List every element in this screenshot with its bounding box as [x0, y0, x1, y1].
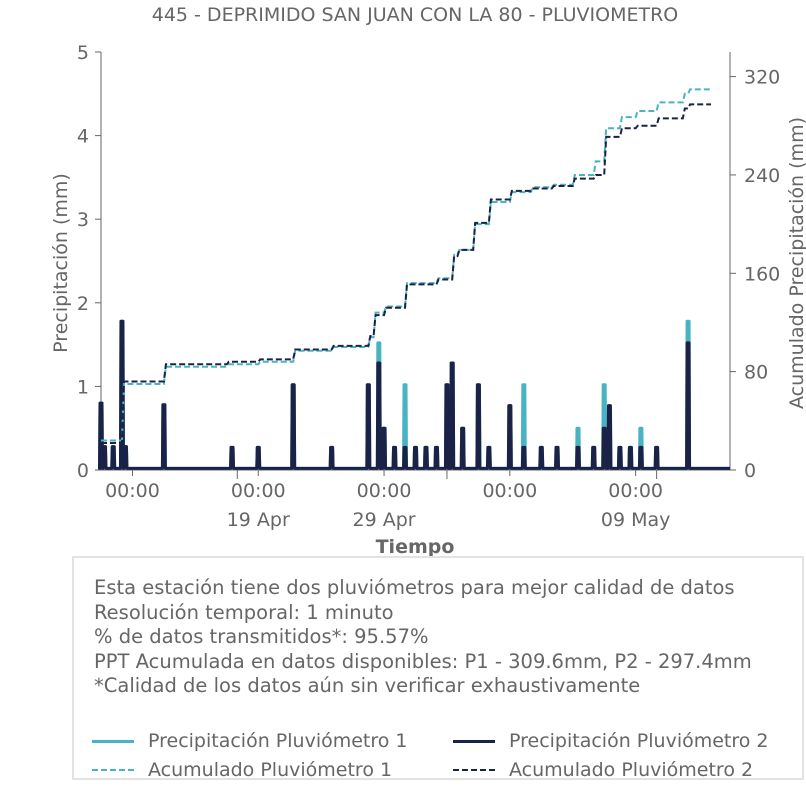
info-line: % de datos transmitidos*: 95.57%	[94, 625, 429, 648]
y-tick-label-right: 80	[744, 362, 768, 384]
legend-swatch	[453, 739, 495, 743]
y-tick-label-right: 160	[744, 263, 780, 285]
y-tick-label-right: 0	[744, 460, 756, 482]
info-line: Resolución temporal: 1 minuto	[94, 600, 394, 624]
legend-item-acc1: Acumulado Pluviómetro 1	[92, 759, 392, 781]
y-tick-label-right: 240	[744, 165, 780, 187]
info-line: *Calidad de los datos aún sin verificar …	[94, 674, 641, 697]
info-line: Esta estación tiene dos pluviómetros par…	[94, 576, 735, 599]
legend-label: Precipitación Pluviómetro 2	[509, 730, 769, 752]
y-axis-label-right: Acumulado Precipitación (mm)	[786, 117, 806, 409]
chart-series	[98, 88, 730, 470]
info-panel: Esta estación tiene dos pluviómetros par…	[72, 556, 804, 781]
info-text: Esta estación tiene dos pluviómetros par…	[94, 576, 752, 699]
legend-swatch	[453, 769, 495, 771]
x-axis-label: Tiempo	[376, 536, 455, 556]
x-tick-label: 00:00	[231, 480, 286, 502]
x-tick-date-label: 09 May	[601, 509, 671, 531]
x-tick-label: 00:00	[608, 480, 663, 502]
chart-title: 445 - DEPRIMIDO SAN JUAN CON LA 80 - PLU…	[152, 4, 679, 26]
legend-label: Acumulado Pluviómetro 1	[148, 759, 393, 781]
y-tick-label-left: 1	[77, 376, 89, 398]
y-tick-label-left: 0	[77, 460, 89, 482]
precip-series-2	[98, 319, 730, 470]
legend-label: Acumulado Pluviómetro 2	[509, 759, 754, 781]
x-tick-label: 00:00	[105, 480, 160, 502]
y-tick-label-left: 2	[77, 293, 89, 315]
x-tick-label: 00:00	[482, 480, 537, 502]
y-tick-label-right: 320	[744, 67, 780, 89]
x-tick-label: 00:00	[357, 480, 412, 502]
legend-swatch	[92, 739, 134, 743]
y-tick-label-left: 3	[77, 209, 89, 231]
y-axis-label-left: Precipitación (mm)	[50, 173, 72, 353]
y-tick-label-left: 4	[77, 126, 89, 148]
info-line: PPT Acumulada en datos disponibles: P1 -…	[94, 649, 752, 673]
cumulative-series-2	[101, 103, 712, 444]
legend-item-p1: Precipitación Pluviómetro 1	[92, 730, 408, 752]
legend-label: Precipitación Pluviómetro 1	[148, 730, 408, 752]
legend-swatch	[92, 769, 134, 771]
legend-item-acc2: Acumulado Pluviómetro 2	[453, 759, 753, 781]
rainfall-chart: 445 - DEPRIMIDO SAN JUAN CON LA 80 - PLU…	[50, 4, 806, 556]
chart-axes: 0 1 2 3 4 5 0 80 160 240 320 00:00 00:00 19 Apr 00:00 2…	[77, 42, 780, 531]
y-tick-label-left: 5	[77, 42, 89, 64]
x-tick-date-label: 29 Apr	[353, 509, 416, 531]
x-tick-date-label: 19 Apr	[227, 509, 290, 531]
legend-item-p2: Precipitación Pluviómetro 2	[453, 730, 769, 752]
